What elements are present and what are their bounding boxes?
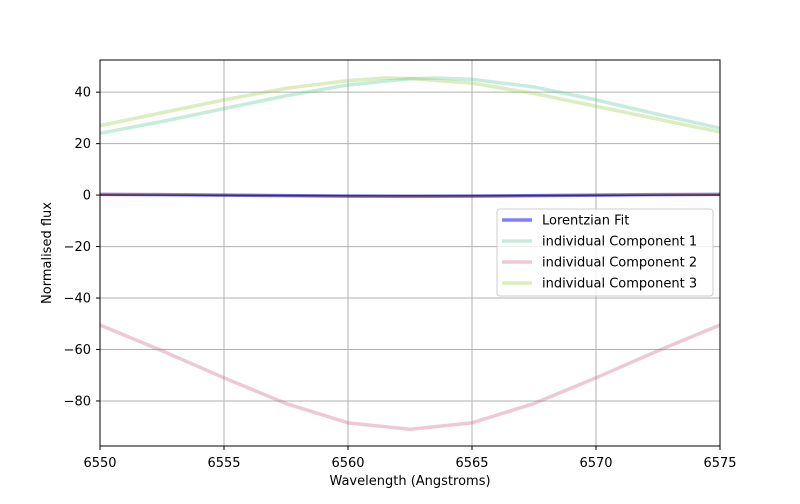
series-line-individual-component-3 (99, 76, 721, 134)
x-tick-label: 6560 (331, 456, 364, 471)
y-tick-label: −40 (64, 292, 91, 307)
x-axis: 6550 6555 6560 6565 6570 6575 (83, 446, 737, 471)
x-tick-label: 6570 (579, 456, 612, 471)
y-tick-label: −20 (64, 240, 91, 255)
y-tick-label: −60 (64, 343, 91, 358)
x-tick-label: 6550 (83, 456, 116, 471)
x-tick-label: 6575 (703, 456, 736, 471)
legend-box (496, 208, 714, 297)
legend-label: Lorentzian Fit (542, 214, 629, 229)
series-layer (99, 76, 721, 432)
series-line-individual-component-2 (99, 323, 721, 432)
y-axis: 40 20 0 −20 −40 −60 −80 (64, 86, 100, 409)
series-line-fit-core (99, 194, 721, 197)
y-tick-label: 20 (74, 137, 91, 152)
x-tick-label: 6565 (455, 456, 488, 471)
legend-label: individual Component 2 (542, 256, 697, 271)
plot-frame (99, 59, 721, 447)
y-axis-label: Normalised flux (40, 202, 55, 304)
y-tick-label: 40 (74, 86, 91, 101)
series-line-individual-component-1 (99, 76, 721, 136)
y-tick-label: −80 (64, 394, 91, 409)
legend-label: individual Component 3 (542, 277, 697, 292)
x-axis-label: Wavelength (Angstroms) (329, 474, 490, 489)
legend-label: individual Component 1 (542, 235, 697, 250)
x-tick-label: 6555 (207, 456, 240, 471)
legend: Lorentzian Fit individual Component 1 indi… (496, 208, 714, 297)
y-tick-label: 0 (83, 189, 91, 204)
